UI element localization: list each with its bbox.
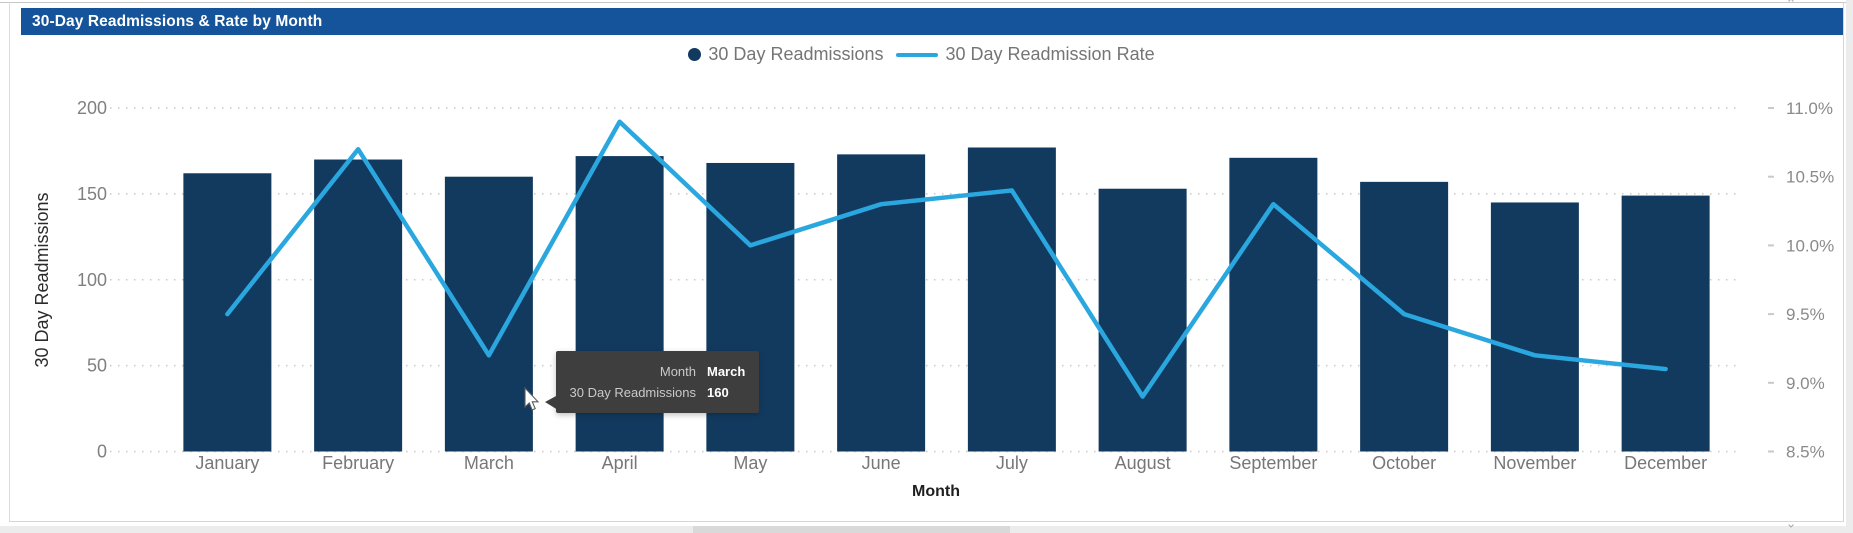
tooltip: Month March 30 Day Readmissions 160	[545, 351, 760, 413]
visual-title: 30-Day Readmissions & Rate by Month	[32, 13, 323, 30]
right-axis-tickmark	[1768, 381, 1774, 384]
tooltip-row: Month March	[568, 361, 745, 382]
x-axis-label: November	[1493, 453, 1576, 473]
left-axis-tick: 50	[87, 356, 107, 376]
canvas-top-border	[0, 2, 1853, 3]
x-axis-label: February	[322, 453, 394, 473]
tooltip-row: 30 Day Readmissions 160	[568, 382, 745, 403]
title-bar: 30-Day Readmissions & Rate by Month	[21, 8, 1843, 35]
left-axis-tick: 200	[77, 98, 107, 118]
right-axis-tickmark	[1768, 107, 1774, 109]
legend: 30 Day Readmissions 30 Day Readmission R…	[0, 44, 1843, 65]
x-axis-label: May	[733, 453, 767, 473]
rate-line[interactable]	[225, 119, 1668, 399]
legend-item-readmissions[interactable]: 30 Day Readmissions	[688, 44, 883, 65]
right-axis-tickmark	[1768, 313, 1774, 316]
legend-dot-icon	[688, 48, 702, 61]
x-axis-label: April	[602, 453, 638, 473]
left-axis-tick: 0	[97, 442, 107, 462]
bar-october[interactable]	[1360, 181, 1449, 452]
page-margin-right	[1846, 0, 1853, 533]
visual-left-border	[9, 2, 10, 521]
bar-november[interactable]	[1490, 202, 1579, 452]
page-margin-bottom-segment	[693, 526, 1010, 533]
right-axis-tick: 8.5%	[1786, 443, 1825, 462]
right-axis-tickmark	[1768, 244, 1774, 247]
right-axis-tickmark	[1768, 175, 1774, 178]
bar-september[interactable]	[1229, 157, 1318, 452]
left-axis-tick: 100	[77, 270, 107, 290]
x-axis-label: January	[195, 453, 259, 473]
legend-line-icon	[896, 52, 939, 57]
bar-december[interactable]	[1621, 195, 1710, 452]
right-axis-tick: 10.0%	[1786, 236, 1834, 255]
x-axis-label: March	[464, 453, 514, 473]
tooltip-label: Month	[659, 364, 696, 379]
legend-label: 30 Day Readmission Rate	[945, 44, 1155, 64]
x-axis-label: December	[1624, 453, 1707, 473]
x-axis-label: October	[1372, 453, 1436, 473]
x-axis-title: Month	[912, 483, 960, 500]
right-axis-tick: 11.0%	[1786, 99, 1833, 118]
bar-march[interactable]	[444, 176, 533, 452]
mouse-cursor-icon	[524, 386, 540, 411]
scroll-up-icon[interactable]: ⌃	[1785, 0, 1797, 11]
tooltip-value: 160	[707, 385, 729, 400]
bar-august[interactable]	[1098, 188, 1187, 452]
visual-right-border	[1843, 2, 1844, 521]
right-axis-tickmark	[1768, 450, 1774, 453]
tooltip-value: March	[707, 364, 746, 379]
legend-item-rate[interactable]: 30 Day Readmission Rate	[896, 44, 1155, 65]
left-axis-tick: 150	[77, 184, 107, 204]
x-axis-label: September	[1229, 453, 1317, 473]
x-axis-label: August	[1115, 453, 1171, 473]
tooltip-label: 30 Day Readmissions	[569, 385, 696, 400]
bar-february[interactable]	[314, 159, 403, 452]
x-axis-label: July	[996, 453, 1028, 473]
visual-bottom-border	[9, 521, 1844, 522]
right-axis-tick: 9.0%	[1786, 374, 1825, 393]
right-axis-tick: 9.5%	[1786, 305, 1825, 324]
tooltip-tail	[545, 395, 558, 410]
y-axis-title: 30 Day Readmissions	[32, 192, 52, 367]
x-axis-label: June	[862, 453, 901, 473]
right-axis-tick: 10.5%	[1786, 168, 1834, 187]
legend-label: 30 Day Readmissions	[708, 44, 884, 64]
bar-july[interactable]	[967, 147, 1056, 452]
